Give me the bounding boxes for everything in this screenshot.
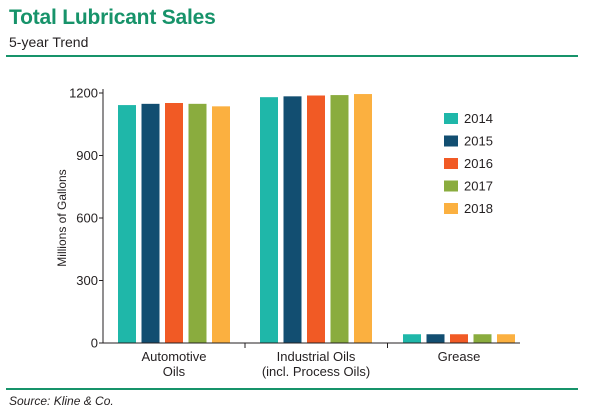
bar [497,334,515,343]
legend-label: 2015 [464,134,493,149]
legend-label: 2014 [464,111,493,126]
x-tick-label: Automotive [141,349,206,364]
chart-subtitle: 5-year Trend [9,34,89,50]
source-note: Source: Kline & Co. [9,394,114,408]
chart-title: Total Lubricant Sales [9,6,216,29]
bar [165,103,183,343]
y-tick-label: 0 [91,336,98,351]
bar [118,105,136,343]
x-tick-label: (incl. Process Oils) [262,364,370,379]
bar [212,106,230,343]
bar [426,334,445,343]
legend-label: 2018 [464,201,493,216]
bar-chart: 0 300 600 900 1200 Millions of Gallons Automo… [55,86,520,379]
bar [330,95,349,343]
y-tick-label: 900 [76,148,98,163]
legend-swatch [444,203,458,214]
legend-swatch [444,135,458,147]
legend: 2014 2015 2016 2017 2018 [444,111,493,216]
bar [141,103,160,343]
bar [403,334,421,343]
x-tick-label: Grease [438,349,481,364]
y-tick-label: 600 [76,211,98,226]
bar [354,94,372,344]
y-tick-label: 1200 [69,86,98,101]
legend-swatch [444,113,458,124]
legend-label: 2017 [464,179,493,194]
bar [260,97,278,344]
bar [283,96,302,343]
footer-divider [6,388,578,390]
bars [118,94,515,344]
header-divider [6,55,578,57]
legend-swatch [444,180,458,192]
bar [473,334,492,343]
y-tick-label: 300 [76,273,98,288]
x-tick-label: Industrial Oils [277,349,356,364]
x-tick-label: Oils [163,364,186,379]
bar [450,334,468,343]
bar [188,103,207,343]
bar [307,95,325,343]
y-axis: 0 300 600 900 1200 Millions of Gallons [55,86,104,351]
y-axis-title: Millions of Gallons [55,169,69,266]
legend-swatch [444,158,458,169]
legend-label: 2016 [464,156,493,171]
